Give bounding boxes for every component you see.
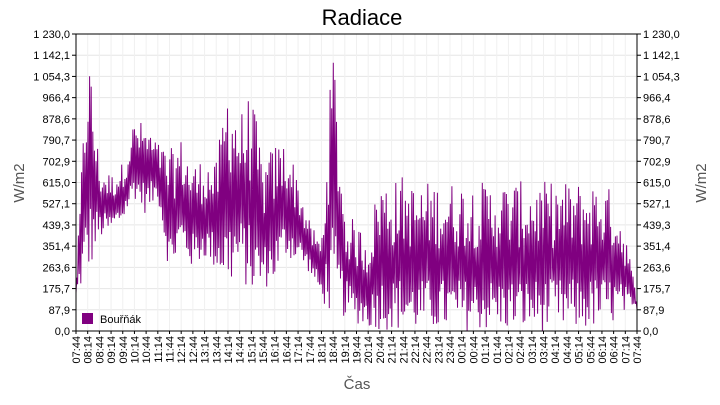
x-tick-label: 14:14 (223, 336, 235, 364)
x-tick-label: 16:44 (281, 336, 293, 364)
x-tick-label: 06:14 (597, 336, 609, 364)
y-axis-label-right: W/m2 (693, 163, 710, 202)
x-tick-label: 03:14 (527, 336, 539, 364)
y-tick-label-right: 263,6 (643, 262, 671, 274)
chart-title: Radiace (322, 5, 403, 30)
x-tick-label: 04:14 (550, 336, 562, 364)
x-tick-label: 01:14 (480, 336, 492, 364)
y-tick-label-left: 351,4 (42, 241, 70, 253)
y-tick-label-left: 966,4 (42, 93, 70, 105)
x-tick-label: 20:14 (363, 336, 375, 364)
x-tick-label: 13:44 (211, 336, 223, 364)
series-line (75, 62, 638, 331)
y-tick-label-left: 1 054,3 (33, 71, 70, 83)
x-tick-label: 11:44 (165, 336, 177, 363)
y-tick-label-right: 527,1 (643, 199, 671, 211)
x-tick-label: 04:44 (562, 336, 574, 364)
x-tick-label: 18:44 (328, 336, 340, 364)
y-tick-label-left: 878,6 (42, 114, 70, 126)
x-tick-label: 10:44 (141, 336, 153, 364)
x-tick-label: 22:14 (410, 336, 422, 364)
y-tick-label-right: 0,0 (643, 326, 658, 338)
x-tick-label: 23:14 (433, 336, 445, 364)
x-tick-label: 18:14 (316, 336, 328, 364)
x-tick-label: 15:44 (258, 336, 270, 364)
x-tick-label: 05:44 (585, 336, 597, 364)
x-tick-label: 03:44 (539, 336, 551, 364)
x-tick-label: 00:44 (468, 336, 480, 364)
x-tick-label: 02:44 (515, 336, 527, 364)
x-tick-label: 21:14 (387, 336, 399, 364)
x-tick-label: 13:14 (200, 336, 212, 364)
x-axis-label: Čas (344, 376, 371, 393)
y-tick-label-right: 1 142,1 (643, 50, 680, 62)
x-tick-label: 10:14 (129, 336, 141, 364)
y-tick-label-left: 1 142,1 (33, 50, 70, 62)
ticks-layer: 0,0 0,0 87,9 87,9 175,7 175,7 263,6 263,6 351,4 3… (33, 29, 679, 364)
x-tick-label: 17:14 (293, 336, 305, 364)
y-tick-label-left: 1 230,0 (33, 29, 70, 41)
y-tick-label-left: 263,6 (42, 262, 70, 274)
x-tick-label: 05:14 (574, 336, 586, 364)
legend: Bouřňák (82, 313, 141, 326)
x-tick-label: 09:14 (106, 336, 118, 364)
y-tick-label-left: 527,1 (42, 199, 70, 211)
legend-swatch (82, 313, 93, 324)
x-tick-label: 22:44 (422, 336, 434, 364)
y-tick-label-left: 175,7 (42, 284, 70, 296)
x-tick-label: 08:14 (83, 336, 95, 364)
x-tick-label: 08:44 (94, 336, 106, 364)
y-tick-label-right: 702,9 (643, 156, 671, 168)
x-tick-label: 07:14 (620, 336, 632, 364)
y-tick-label-left: 790,7 (42, 135, 70, 147)
y-tick-label-left: 615,0 (42, 178, 70, 190)
x-tick-label: 12:44 (188, 336, 200, 364)
x-tick-label: 21:44 (398, 336, 410, 364)
x-tick-label: 19:14 (340, 336, 352, 364)
y-tick-label-right: 439,3 (643, 220, 671, 232)
x-tick-label: 01:44 (492, 336, 504, 364)
x-tick-label: 07:44 (632, 336, 644, 364)
x-tick-label: 07:44 (71, 336, 83, 364)
x-tick-label: 19:44 (352, 336, 364, 364)
x-tick-label: 00:14 (457, 336, 469, 364)
x-tick-label: 15:14 (246, 336, 258, 364)
x-tick-label: 23:44 (445, 336, 457, 364)
y-tick-label-right: 351,4 (643, 241, 671, 253)
y-axis-label-left: W/m2 (11, 163, 28, 202)
x-tick-label: 06:44 (609, 336, 621, 364)
x-tick-label: 17:44 (305, 336, 317, 364)
x-tick-label: 14:44 (235, 336, 247, 364)
series-layer (75, 62, 638, 331)
y-tick-label-right: 175,7 (643, 284, 671, 296)
x-tick-label: 09:44 (118, 336, 130, 364)
x-tick-label: 02:14 (503, 336, 515, 364)
x-tick-label: 12:14 (176, 336, 188, 364)
y-tick-label-right: 1 230,0 (643, 29, 680, 41)
y-tick-label-left: 87,9 (49, 305, 70, 317)
y-tick-label-right: 790,7 (643, 135, 671, 147)
x-tick-label: 20:44 (375, 336, 387, 364)
y-tick-label-right: 878,6 (643, 114, 671, 126)
y-tick-label-left: 439,3 (42, 220, 70, 232)
y-tick-label-left: 702,9 (42, 156, 70, 168)
x-tick-label: 16:14 (270, 336, 282, 364)
y-tick-label-right: 1 054,3 (643, 71, 680, 83)
y-tick-label-right: 87,9 (643, 305, 664, 317)
x-tick-label: 11:14 (153, 336, 165, 363)
y-tick-label-right: 966,4 (643, 93, 671, 105)
y-tick-label-left: 0,0 (55, 326, 70, 338)
y-tick-label-right: 615,0 (643, 178, 671, 190)
legend-label: Bouřňák (100, 314, 141, 326)
